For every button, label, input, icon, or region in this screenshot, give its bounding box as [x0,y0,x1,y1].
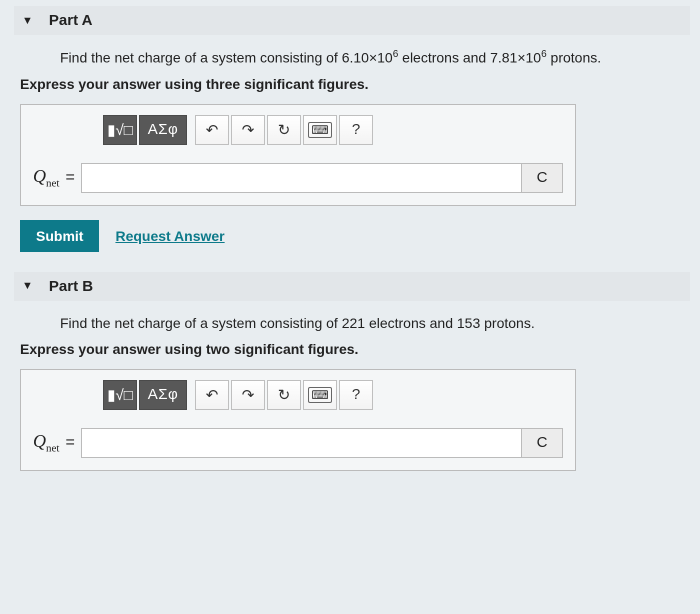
part-b-header[interactable]: ▼ Part B [14,272,690,301]
redo-button[interactable]: ↷ [231,115,265,145]
greek-button[interactable]: ΑΣφ [139,115,187,145]
part-a-answer-input[interactable] [81,163,522,193]
part-b-title: Part B [49,278,93,295]
variable-label: Qnet [33,431,59,455]
undo-button[interactable]: ↶ [195,115,229,145]
help-button[interactable]: ? [339,115,373,145]
help-button[interactable]: ? [339,380,373,410]
templates-button[interactable]: ▮√□ [103,380,137,410]
part-a-submit-row: Submit Request Answer [20,220,690,252]
part-b-answer-input[interactable] [81,428,522,458]
undo-button[interactable]: ↶ [195,380,229,410]
keyboard-button[interactable]: ⌨ [303,115,337,145]
part-a-header[interactable]: ▼ Part A [14,6,690,35]
collapse-icon: ▼ [22,280,33,292]
part-a-instruction: Express your answer using three signific… [20,76,690,92]
part-b-instruction: Express your answer using two significan… [20,341,690,357]
page-container: ▼ Part A Find the net charge of a system… [0,6,700,471]
part-b-question: Find the net charge of a system consisti… [60,315,690,331]
equals-sign: = [65,169,74,187]
greek-button[interactable]: ΑΣφ [139,380,187,410]
part-a-toolbar: ▮√□ ΑΣφ ↶ ↷ ↻ ⌨ ? [103,115,563,145]
reset-button[interactable]: ↻ [267,380,301,410]
equals-sign: = [65,434,74,452]
templates-button[interactable]: ▮√□ [103,115,137,145]
part-a-answer-row: Qnet = C [33,163,563,193]
keyboard-button[interactable]: ⌨ [303,380,337,410]
unit-label: C [522,428,563,458]
part-a-answer-box: ▮√□ ΑΣφ ↶ ↷ ↻ ⌨ ? Qnet = C [20,104,576,206]
unit-label: C [522,163,563,193]
part-a-title: Part A [49,12,93,29]
part-a-question: Find the net charge of a system consisti… [60,49,690,66]
variable-label: Qnet [33,166,59,190]
part-b-answer-box: ▮√□ ΑΣφ ↶ ↷ ↻ ⌨ ? Qnet = C [20,369,576,471]
part-b-toolbar: ▮√□ ΑΣφ ↶ ↷ ↻ ⌨ ? [103,380,563,410]
request-answer-link[interactable]: Request Answer [115,228,224,244]
reset-button[interactable]: ↻ [267,115,301,145]
part-b-answer-row: Qnet = C [33,428,563,458]
redo-button[interactable]: ↷ [231,380,265,410]
collapse-icon: ▼ [22,15,33,27]
submit-button[interactable]: Submit [20,220,99,252]
